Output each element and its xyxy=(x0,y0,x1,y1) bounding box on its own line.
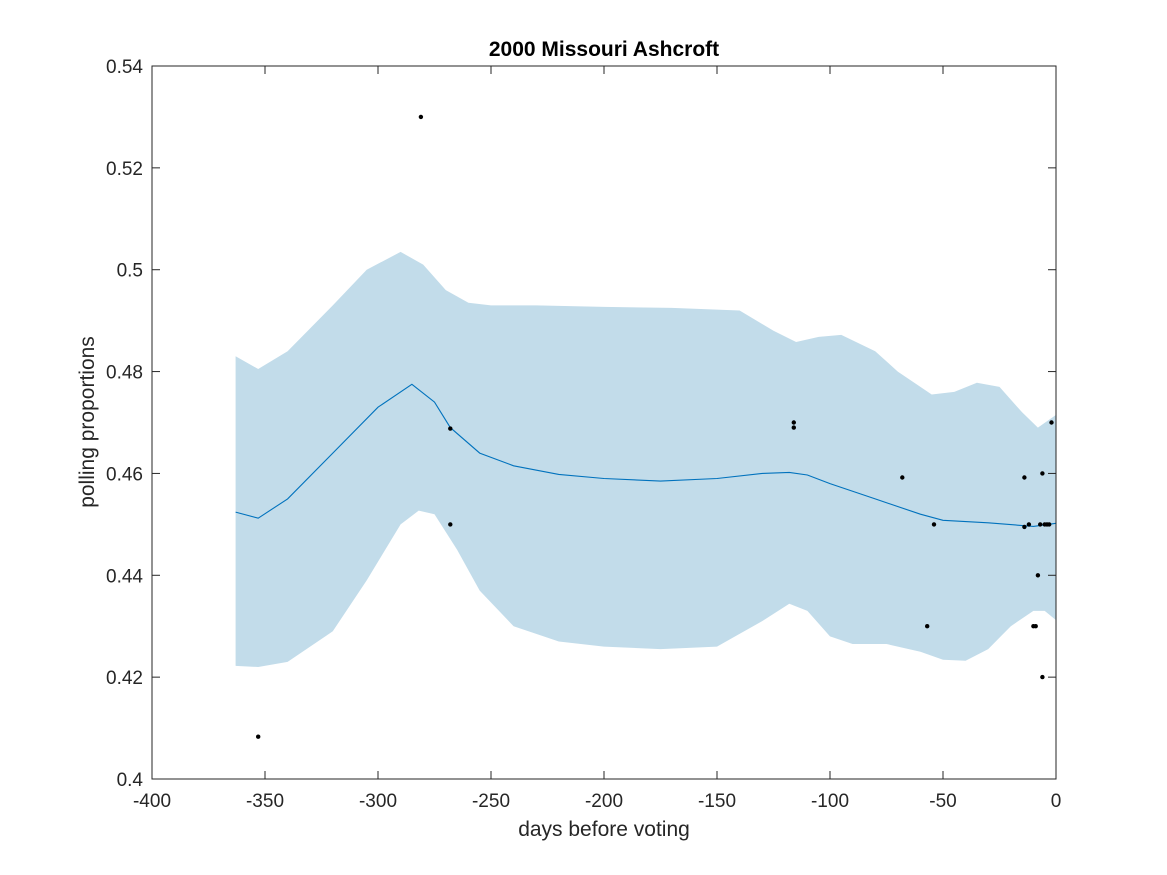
x-tick-label: 0 xyxy=(1051,791,1062,812)
x-tick-label: -50 xyxy=(929,791,956,812)
x-tick-label: -350 xyxy=(246,791,284,812)
x-tick-label: -100 xyxy=(811,791,849,812)
y-tick-label: 0.48 xyxy=(106,363,143,384)
poll-point xyxy=(1047,522,1052,527)
poll-point xyxy=(791,420,796,425)
y-tick-label: 0.44 xyxy=(106,566,143,587)
y-tick-label: 0.54 xyxy=(106,57,143,78)
plot-area xyxy=(235,114,1057,739)
poll-points xyxy=(256,114,1054,739)
y-tick-label: 0.4 xyxy=(117,770,144,791)
poll-point xyxy=(1040,674,1045,680)
y-axis-label: polling proportions xyxy=(76,336,99,508)
poll-point xyxy=(1033,624,1038,629)
poll-point xyxy=(1022,475,1027,480)
x-tick-label: -300 xyxy=(359,791,397,812)
poll-point xyxy=(791,425,796,430)
poll-point xyxy=(256,734,261,739)
poll-point xyxy=(1040,471,1045,476)
chart-title: 2000 Missouri Ashcroft xyxy=(489,38,719,61)
x-tick-label: -150 xyxy=(698,791,736,812)
poll-point xyxy=(900,475,905,480)
mean-line xyxy=(235,383,1057,527)
poll-point xyxy=(1026,522,1032,527)
y-tick-label: 0.5 xyxy=(117,261,143,282)
y-tick-label: 0.42 xyxy=(106,668,143,689)
poll-point xyxy=(925,624,930,629)
poll-point xyxy=(418,114,424,120)
poll-point xyxy=(1049,420,1054,425)
x-tick-label: -400 xyxy=(133,791,171,812)
poll-point xyxy=(1038,522,1043,527)
poll-point xyxy=(448,522,453,527)
poll-point xyxy=(1035,573,1041,578)
x-tick-label: -250 xyxy=(472,791,510,812)
poll-point xyxy=(1022,524,1027,530)
poll-point xyxy=(448,426,453,431)
y-axis-ticks: 0.4 0.42 0.44 0.46 0.48 0.5 0.52 0.54 xyxy=(106,57,1056,791)
x-tick-label: -200 xyxy=(585,791,623,812)
x-axis-label: days before voting xyxy=(518,818,690,841)
y-tick-label: 0.46 xyxy=(106,464,143,485)
y-tick-label: 0.52 xyxy=(106,159,143,180)
confidence-band xyxy=(235,251,1057,667)
x-axis-ticks: -400 -350 -300 -250 -200 -150 -100 -50 0 xyxy=(133,66,1061,812)
poll-point xyxy=(931,522,937,527)
